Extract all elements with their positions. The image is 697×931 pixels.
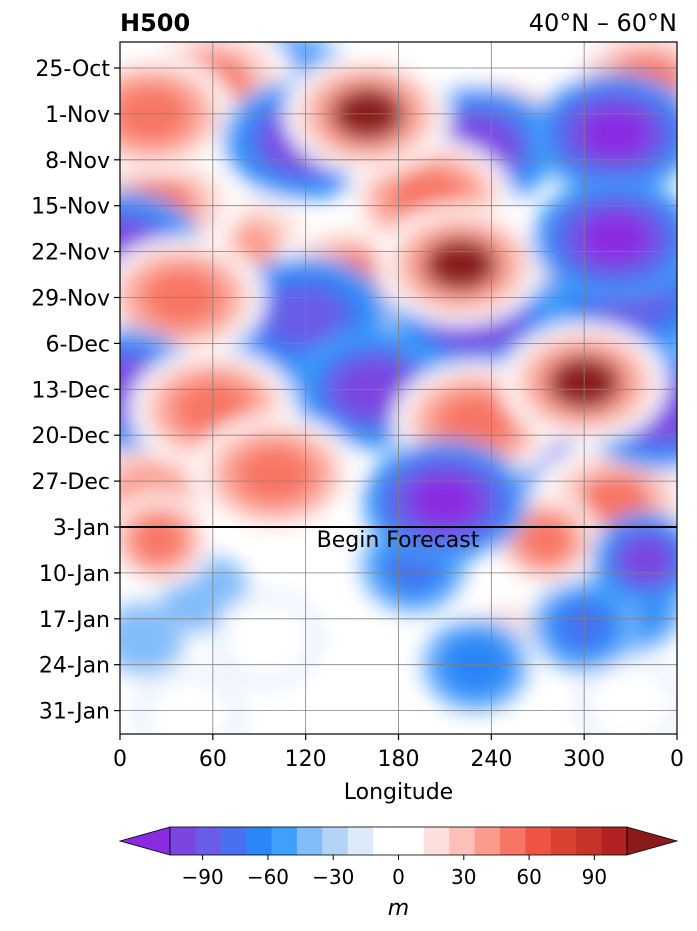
y-tick-label: 15-Nov — [31, 195, 110, 220]
anomaly-contour — [622, 538, 670, 581]
y-tick-label: 25-Oct — [35, 57, 110, 82]
x-axis-label: Longitude — [344, 780, 453, 805]
chart-title-group: H500 40°N – 60°N — [120, 9, 677, 37]
x-tick-label: 60 — [199, 747, 227, 772]
anomaly-contour — [578, 106, 652, 161]
anomaly-contour — [181, 571, 229, 614]
plot-area — [120, 42, 677, 734]
anomaly-contour — [238, 447, 312, 502]
colorbar-tick-label: 30 — [451, 865, 476, 889]
colorbar-tick-label: 90 — [582, 865, 607, 889]
colorbar-swatch — [525, 827, 552, 855]
colorbar-swatch — [449, 827, 476, 855]
colorbar-swatch — [550, 827, 577, 855]
chart-title: H500 — [120, 9, 190, 37]
colorbar: −90 −60 −30 0 30 60 90 — [118, 826, 679, 889]
y-tick-label: 27-Dec — [31, 470, 110, 495]
y-tick-label: 17-Jan — [39, 608, 110, 633]
colorbar-swatch — [398, 827, 425, 855]
anomaly-contour — [521, 519, 570, 562]
y-tick-label: 29-Nov — [31, 287, 110, 312]
x-tick-label: 0 — [670, 747, 684, 772]
colorbar-swatch — [347, 827, 374, 855]
colorbar-swatch — [601, 827, 628, 855]
x-axis: 0 60 120 180 240 300 0 — [113, 734, 684, 772]
colorbar-swatch — [220, 827, 247, 855]
colorbar-tick-label: −60 — [247, 865, 289, 889]
anomaly-contour — [606, 683, 655, 726]
x-tick-label: 180 — [378, 747, 420, 772]
y-tick-label: 20-Dec — [31, 424, 110, 449]
colorbar-swatch — [296, 827, 323, 855]
colorbar-tick-label: 0 — [392, 865, 405, 889]
colorbar-extend-low — [118, 826, 171, 856]
y-tick-label: 3-Jan — [53, 516, 110, 541]
anomaly-contour — [243, 617, 291, 660]
x-tick-label: 240 — [470, 747, 512, 772]
colorbar-swatch — [373, 827, 399, 855]
colorbar-swatch — [271, 827, 298, 855]
colorbar-tick-label: 60 — [516, 865, 541, 889]
anomaly-contour — [134, 519, 183, 562]
x-tick-label: 120 — [285, 747, 327, 772]
y-tick-label: 31-Jan — [39, 700, 110, 725]
colorbar-swatch — [195, 827, 222, 855]
y-tick-label: 13-Dec — [31, 378, 110, 403]
colorbar-label: m — [388, 896, 409, 921]
y-tick-label: 1-Nov — [45, 103, 110, 128]
y-tick-label: 6-Dec — [45, 332, 110, 357]
anomaly-contour — [578, 211, 652, 266]
colorbar-swatch — [423, 827, 450, 855]
colorbar-tick-label: −30 — [312, 865, 354, 889]
forecast-label: Begin Forecast — [317, 528, 480, 553]
colorbar-extend-high — [626, 826, 679, 856]
x-tick-label: 0 — [113, 747, 127, 772]
y-tick-label: 8-Nov — [45, 149, 110, 174]
colorbar-swatch — [500, 827, 526, 855]
x-tick-label: 300 — [563, 747, 605, 772]
anomaly-contour — [165, 696, 214, 734]
colorbar-tick-label: −90 — [182, 865, 224, 889]
anomaly-contour — [408, 474, 482, 528]
colorbar-swatch — [474, 827, 501, 855]
colorbar-swatch — [246, 827, 273, 855]
y-tick-label: 24-Jan — [39, 654, 110, 679]
colorbar-swatch — [322, 827, 349, 855]
anomaly-contour — [120, 617, 168, 660]
y-axis: 25-Oct 1-Nov 8-Nov 15-Nov 22-Nov 29-Nov 6-Dec 1… — [31, 57, 120, 725]
anomaly-blobs — [120, 42, 677, 734]
y-tick-label: 10-Jan — [39, 562, 110, 587]
colorbar-swatch — [576, 827, 603, 855]
anomaly-contour — [423, 238, 497, 292]
y-tick-label: 22-Nov — [31, 241, 110, 266]
colorbar-swatch — [170, 827, 196, 855]
chart-subtitle: 40°N – 60°N — [529, 9, 677, 37]
